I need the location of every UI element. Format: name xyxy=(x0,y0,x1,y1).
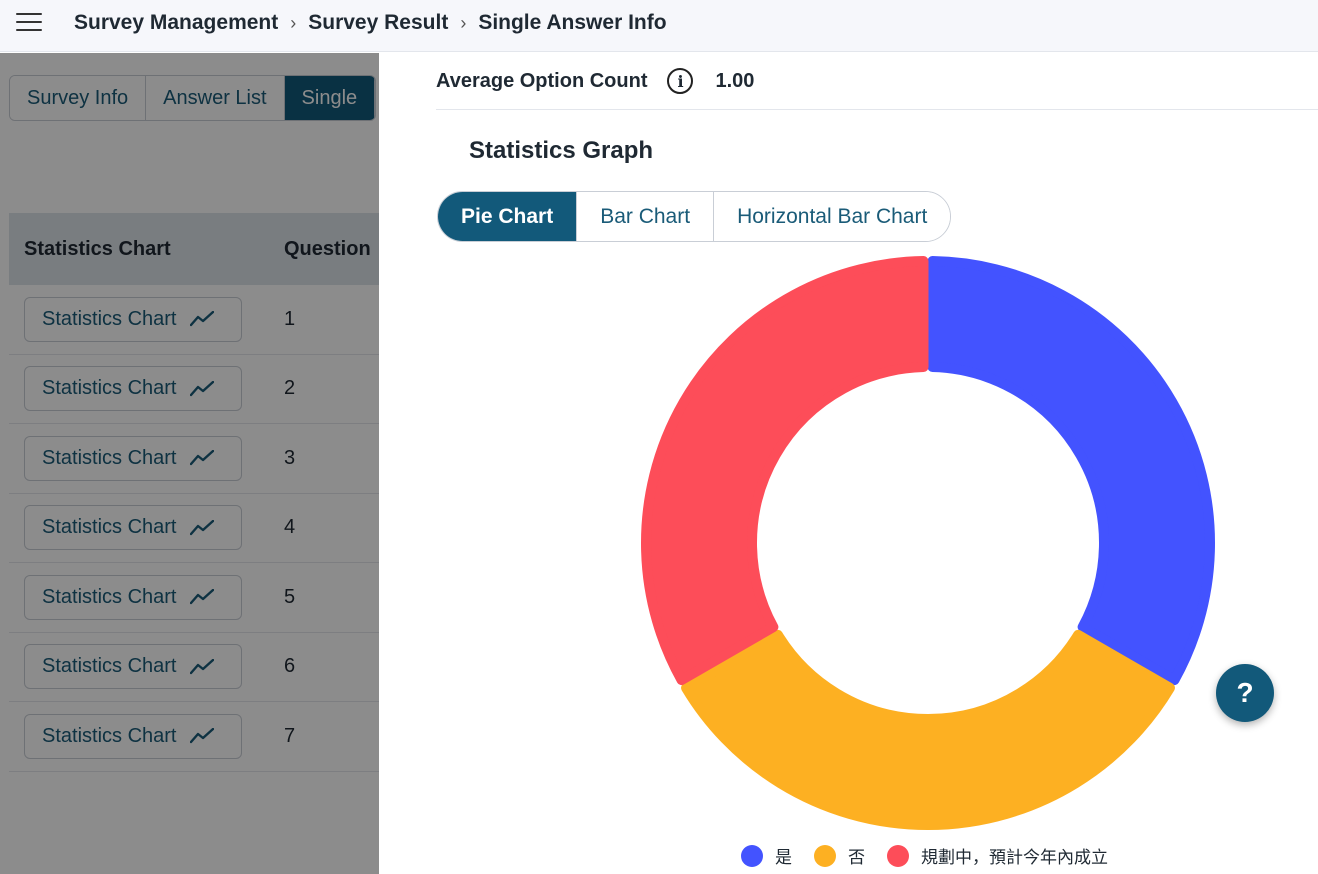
statistics-chart-button[interactable]: Statistics Chart xyxy=(24,366,242,412)
pie-slice-3[interactable] xyxy=(641,256,929,686)
table-header: Statistics Chart Question xyxy=(9,213,409,285)
pie-slice-2[interactable] xyxy=(681,629,1175,830)
statistics-chart-button[interactable]: Statistics Chart xyxy=(24,296,242,342)
statistics-chart-button-label: Statistics Chart xyxy=(42,446,177,469)
background-page: Survey Info Answer List Single Statistic… xyxy=(0,53,412,874)
table-row: Statistics Chart 4 xyxy=(9,494,409,563)
help-button[interactable]: ? xyxy=(1216,664,1274,722)
breadcrumb-survey-result[interactable]: Survey Result xyxy=(308,11,449,34)
info-icon[interactable]: i xyxy=(667,68,694,94)
question-number: 2 xyxy=(284,377,296,400)
breadcrumb-current: Single Answer Info xyxy=(478,11,667,34)
trend-chart-icon xyxy=(190,728,215,744)
average-option-count-value: 1.00 xyxy=(715,69,755,92)
chart-type-tabs: Pie Chart Bar Chart Horizontal Bar Chart xyxy=(437,191,952,242)
question-number: 4 xyxy=(284,516,296,539)
question-number: 7 xyxy=(284,724,296,747)
header-statistics-chart: Statistics Chart xyxy=(24,237,171,260)
tab-horizontal-bar-chart[interactable]: Horizontal Bar Chart xyxy=(714,192,951,241)
pie-slice-1[interactable] xyxy=(927,256,1215,686)
donut-chart xyxy=(641,256,1215,830)
statistics-graph-title: Statistics Graph xyxy=(469,137,654,164)
average-option-count-label: Average Option Count xyxy=(436,69,648,92)
average-option-count-row: Average Option Count i 1.00 xyxy=(436,53,1318,110)
question-number: 1 xyxy=(284,307,296,330)
question-number: 6 xyxy=(284,655,296,678)
breadcrumb: Survey Management › Survey Result › Sing… xyxy=(74,11,667,35)
table-row: Statistics Chart 6 xyxy=(9,633,409,702)
trend-chart-icon xyxy=(190,519,215,535)
trend-chart-icon xyxy=(190,589,215,605)
question-number: 5 xyxy=(284,585,296,608)
legend-item[interactable]: 否 xyxy=(814,843,865,868)
legend-color-swatch xyxy=(814,844,836,867)
page-tabs: Survey Info Answer List Single xyxy=(9,75,377,121)
breadcrumb-survey-management[interactable]: Survey Management xyxy=(74,11,279,34)
legend-item[interactable]: 規劃中，預計今年內成立 xyxy=(887,843,1108,868)
chart-legend: 是 否 規劃中，預計今年內成立 xyxy=(741,843,1130,868)
trend-chart-icon xyxy=(190,450,215,466)
legend-label: 規劃中，預計今年內成立 xyxy=(921,848,1108,868)
tab-single[interactable]: Single xyxy=(284,76,376,120)
statistics-chart-button-label: Statistics Chart xyxy=(42,655,177,678)
legend-item[interactable]: 是 xyxy=(741,843,792,868)
tab-bar-chart[interactable]: Bar Chart xyxy=(577,192,715,241)
table-row: Statistics Chart 5 xyxy=(9,563,409,633)
statistics-chart-button[interactable]: Statistics Chart xyxy=(24,505,242,551)
statistics-chart-button-label: Statistics Chart xyxy=(42,585,177,608)
tab-pie-chart[interactable]: Pie Chart xyxy=(438,192,578,241)
statistics-chart-button[interactable]: Statistics Chart xyxy=(24,435,242,481)
menu-icon[interactable] xyxy=(16,13,42,33)
statistics-chart-button-label: Statistics Chart xyxy=(42,307,177,330)
statistics-chart-button[interactable]: Statistics Chart xyxy=(24,644,242,690)
table-row: Statistics Chart 1 xyxy=(9,285,409,355)
breadcrumb-separator: › xyxy=(290,12,297,33)
statistics-drawer: Average Option Count i 1.00 Statistics G… xyxy=(379,53,1318,874)
trend-chart-icon xyxy=(190,658,215,674)
statistics-chart-button-label: Statistics Chart xyxy=(42,516,177,539)
tab-answer-list[interactable]: Answer List xyxy=(146,76,285,120)
top-bar: Survey Management › Survey Result › Sing… xyxy=(0,0,1318,52)
statistics-chart-button-label: Statistics Chart xyxy=(42,377,177,400)
statistics-chart-button[interactable]: Statistics Chart xyxy=(24,574,242,620)
statistics-chart-button-label: Statistics Chart xyxy=(42,724,177,747)
breadcrumb-separator: › xyxy=(460,12,467,33)
statistics-chart-button[interactable]: Statistics Chart xyxy=(24,713,242,759)
table-row: Statistics Chart 7 xyxy=(9,702,409,772)
table-row: Statistics Chart 3 xyxy=(9,424,409,494)
legend-label: 是 xyxy=(775,848,792,868)
legend-color-swatch xyxy=(887,844,909,867)
question-number: 3 xyxy=(284,446,296,469)
header-question: Question xyxy=(284,237,371,260)
trend-chart-icon xyxy=(190,380,215,396)
tab-survey-info[interactable]: Survey Info xyxy=(10,76,147,120)
trend-chart-icon xyxy=(190,311,215,327)
table-row: Statistics Chart 2 xyxy=(9,355,409,424)
modal-backdrop[interactable] xyxy=(0,53,379,874)
legend-color-swatch xyxy=(741,844,763,867)
question-table: Statistics Chart Question Statistics Cha… xyxy=(9,213,409,772)
legend-label: 否 xyxy=(848,848,865,868)
